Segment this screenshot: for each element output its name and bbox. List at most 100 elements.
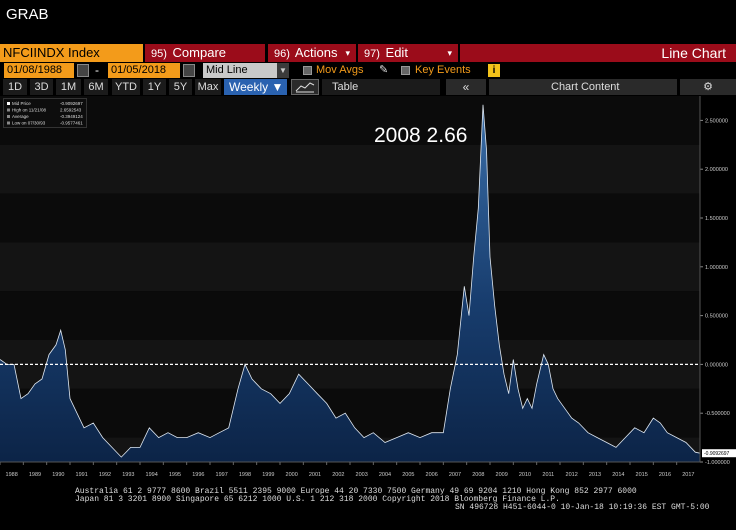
legend-entries: Mid Price -0.9092697 High on 11/21/08 2.659… — [7, 101, 83, 126]
x-tick-label: 2010 — [519, 472, 531, 478]
range-button-1d[interactable]: 1D — [3, 79, 27, 95]
chart-content-label: Chart Content — [551, 81, 620, 93]
y-tick-label: 1.500000 — [705, 216, 728, 222]
y-tick-label: -0.500000 — [705, 411, 730, 417]
legend-label: Mid Price — [12, 101, 31, 106]
y-tick-label: 1.000000 — [705, 265, 728, 271]
range-button-6m[interactable]: 6M — [84, 79, 108, 95]
x-tick-label: 1989 — [29, 472, 41, 478]
peak-annotation: 2008 2.66 — [374, 124, 467, 147]
x-tick-label: 2015 — [636, 472, 648, 478]
x-tick-label: 2004 — [379, 472, 391, 478]
start-date-input[interactable]: 01/08/1988 — [4, 63, 74, 78]
x-tick-label: 2007 — [449, 472, 461, 478]
x-tick-label: 2014 — [612, 472, 624, 478]
x-tick-label: 2008 — [472, 472, 484, 478]
compare-shortcut: 95) — [151, 48, 167, 60]
window-title: GRAB — [6, 6, 49, 23]
footer-session-line: SN 496728 H451-6044-0 10-Jan-18 10:19:36… — [455, 503, 710, 512]
edit-button[interactable]: 97) Edit ▾ — [358, 44, 458, 62]
line-chart-icon[interactable] — [291, 79, 319, 95]
x-tick-label: 2001 — [309, 472, 321, 478]
line-type-dropdown-icon[interactable]: ▼ — [277, 63, 289, 78]
range-button-5y[interactable]: 5Y — [169, 79, 192, 95]
actions-shortcut: 96) — [274, 48, 290, 60]
compare-label: Compare — [172, 45, 226, 60]
grid-band — [0, 193, 700, 243]
x-tick-label: 1990 — [52, 472, 64, 478]
x-tick-label: 1993 — [122, 472, 134, 478]
x-tick-label: 2013 — [589, 472, 601, 478]
line-type-select[interactable]: Mid Line — [203, 63, 277, 78]
range-button-1y[interactable]: 1Y — [143, 79, 166, 95]
x-tick-label: 2002 — [332, 472, 344, 478]
legend-label: High on 11/21/08 — [12, 108, 46, 113]
x-tick-label: 1994 — [146, 472, 158, 478]
x-tick-label: 2011 — [542, 472, 554, 478]
legend-label: Low on 07/30/93 — [12, 121, 46, 126]
y-tick-label: 0.500000 — [705, 314, 728, 320]
y-tick-label: -1.000000 — [705, 460, 730, 466]
legend-swatch — [7, 115, 10, 118]
legend-value: -0.9092697 — [60, 101, 83, 106]
x-tick-label: 1999 — [262, 472, 274, 478]
collapse-icon[interactable]: « — [446, 79, 486, 95]
x-tick-label: 2000 — [286, 472, 298, 478]
window-titlebar: GRAB — [0, 0, 736, 44]
range-toolbar: Weekly ▼ Table « Chart Content ⚙ 1D 3D 1M 6… — [0, 79, 736, 95]
x-tick-label: 2006 — [426, 472, 438, 478]
actions-label: Actions — [294, 45, 338, 60]
range-button-ytd[interactable]: YTD — [112, 79, 140, 95]
date-toolbar: 01/08/1988 - 01/05/2018 Mid Line ▼ Mov A… — [0, 62, 736, 79]
range-button-3d[interactable]: 3D — [30, 79, 53, 95]
legend-swatch — [7, 121, 10, 125]
legend-value: -0.9577461 — [60, 121, 83, 126]
grid-band — [0, 291, 700, 340]
date-separator: - — [95, 63, 99, 77]
x-tick-label: 1996 — [192, 472, 204, 478]
x-tick-label: 2017 — [682, 472, 694, 478]
frequency-select[interactable]: Weekly ▼ — [224, 79, 287, 95]
line-chart[interactable]: 2.500000 2.000000 1.500000 1.000000 0.500000… — [0, 96, 736, 484]
legend: Mid Price -0.9092697 High on 11/21/08 2.659… — [3, 98, 87, 128]
gear-icon[interactable]: ⚙ — [680, 79, 736, 95]
grid-band — [0, 144, 700, 194]
x-tick-label: 2009 — [496, 472, 508, 478]
x-tick-label: 2003 — [356, 472, 368, 478]
edit-shortcut: 97) — [364, 48, 380, 60]
series-line — [0, 104, 701, 458]
chart-type-title: Line Chart — [460, 44, 736, 62]
legend-value: -0.3949124 — [60, 114, 83, 119]
compare-button[interactable]: 95) Compare — [145, 44, 265, 62]
footer-copyright-line: Japan 81 3 3201 8900 Singapore 65 6212 1… — [75, 495, 560, 504]
actions-dropdown-icon: ▾ — [345, 48, 350, 58]
function-menubar: NFCIINDX Index 95) Compare 96) Actions ▾… — [0, 44, 736, 62]
key-events-checkbox[interactable] — [401, 66, 410, 75]
key-events-label: Key Events — [415, 64, 471, 76]
ticker-field[interactable]: NFCIINDX Index — [0, 44, 143, 62]
range-button-max[interactable]: Max — [195, 79, 221, 95]
footer: Australia 61 2 9777 8600 Brazil 5511 239… — [0, 484, 736, 530]
y-tick-label: 2.500000 — [705, 118, 728, 124]
x-tick-label: 2016 — [659, 472, 671, 478]
end-date-input[interactable]: 01/05/2018 — [108, 63, 180, 78]
range-button-1m[interactable]: 1M — [56, 79, 81, 95]
table-button[interactable]: Table — [322, 79, 440, 95]
mov-avgs-checkbox[interactable] — [303, 66, 312, 75]
x-tick-label: 2012 — [566, 472, 578, 478]
chart-content-button[interactable]: Chart Content — [489, 79, 677, 95]
legend-swatch — [7, 108, 10, 112]
legend-value: 2.6592543 — [60, 108, 82, 113]
footer-phones-line: Australia 61 2 9777 8600 Brazil 5511 239… — [75, 487, 637, 496]
actions-button[interactable]: 96) Actions ▾ — [268, 44, 356, 62]
x-tick-label: 1995 — [169, 472, 181, 478]
end-calendar-icon[interactable] — [183, 64, 195, 77]
info-icon[interactable]: i — [488, 64, 500, 77]
last-value-label: -0.9092697 — [704, 451, 730, 457]
start-calendar-icon[interactable] — [77, 64, 89, 77]
edit-dropdown-icon: ▾ — [447, 48, 452, 58]
pencil-icon[interactable]: ✎ — [379, 64, 389, 76]
grid-band — [0, 242, 700, 292]
edit-label: Edit — [385, 45, 408, 60]
x-tick-label: 1998 — [239, 472, 251, 478]
